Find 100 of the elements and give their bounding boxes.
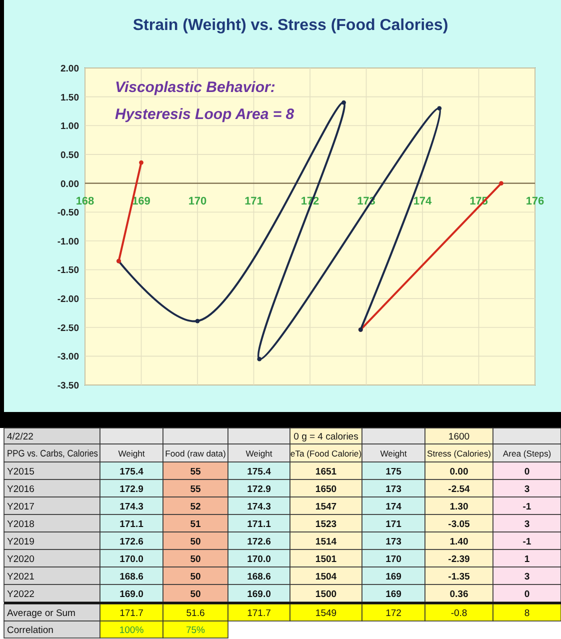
text: 169.0 [247,588,271,600]
x-tick-label: 170 [188,195,207,208]
text: Y2015 [7,466,34,478]
text: 1 [524,554,530,565]
text: 174.3 [120,501,144,512]
text: 171.1 [120,518,144,530]
text: 0 [524,588,530,600]
y-tick-label: -2.50 [57,322,79,334]
annotation: Viscoplastic Behavior: [115,79,276,96]
line-series [116,100,442,362]
text: 75% [186,625,206,636]
text: 172.6 [120,536,144,548]
text: -2.54 [448,484,471,495]
text: 3 [524,518,530,530]
text: 1549 [315,608,337,619]
point [437,106,442,111]
text: -1 [522,501,532,512]
x-tick-label: 176 [526,195,544,208]
text: Weight [118,448,146,458]
text: 170.0 [120,554,144,565]
text: 1547 [315,501,337,512]
point [342,100,346,105]
text: 175.4 [247,466,272,478]
text: 1.30 [450,501,468,512]
point [139,160,144,165]
text: 172.9 [120,484,144,495]
text: 0.00 [450,466,468,478]
text: -0.8 [450,608,468,619]
y-tick-label: -2.00 [57,294,79,306]
text: 50 [190,571,201,582]
text: PPG vs. Carbs, Calories [7,448,110,460]
text: Y2017 [7,501,34,512]
text: -3.05 [448,518,471,530]
text: 169 [386,571,402,582]
text: -2.39 [448,554,470,565]
text: 172.6 [247,536,271,548]
text: Y2021 [7,571,34,582]
text: 175 [386,466,402,478]
text: 169 [386,588,402,600]
y-tick-label: -1.50 [57,265,79,276]
text: 1500 [315,588,337,600]
text: 1523 [315,518,337,530]
text: Y2019 [7,536,34,548]
text: Y2020 [7,554,34,565]
text: 170.0 [247,554,271,565]
text: 55 [190,466,202,478]
text: 171.1 [247,518,272,530]
text: 173 [386,536,402,548]
chart-title: Strain (Weight) vs. Stress (Food Calories) [132,17,448,34]
text: 100% [119,625,144,636]
text: 172.9 [247,484,271,495]
x-tick-label: 174 [413,195,433,208]
text: Food (raw data) [165,448,226,458]
point [499,181,504,186]
text: 3 [524,571,530,582]
text: Stress (Calories) [427,448,492,458]
text: Y2018 [7,518,34,530]
text: 55 [190,484,202,495]
y-tick-label: 0.00 [60,178,79,190]
text: -1.35 [448,571,471,582]
point [195,318,200,324]
x-tick-label: 168 [76,195,94,208]
text: 50 [190,588,201,600]
y-tick-label: 1.00 [60,121,79,132]
text: 174.3 [247,501,271,512]
text: 1600 [448,432,470,442]
text: 0 [524,466,530,478]
y-tick-label: -1.00 [57,236,79,248]
text: 170 [386,554,402,565]
text: 173 [386,484,402,495]
text: 52 [190,501,201,512]
text: 1504 [315,571,338,582]
text: 174 [386,501,402,512]
text: 1650 [315,484,337,495]
text: 3 [524,484,530,495]
text: -1 [522,536,532,548]
y-tick-label: -3.50 [57,380,79,392]
text: 171 [386,518,402,530]
text: 0 g = 4 calories [294,432,359,442]
text: 171.7 [120,608,144,619]
text: 1514 [315,536,338,548]
text: 172 [386,608,402,619]
annotation: Hysteresis Loop Area = 8 [115,106,295,123]
point [257,356,262,362]
text: 175.4 [120,466,144,478]
text: 51 [190,518,202,530]
text: 8 [524,608,530,619]
text: 1.40 [450,536,468,548]
text: 168.6 [120,571,144,582]
y-tick-label: -3.00 [57,352,79,363]
text: 4/2/22 [7,432,34,442]
y-tick-label: -0.50 [57,208,79,219]
y-tick-label: 0.50 [60,150,79,161]
text: 50 [190,554,201,565]
text: 171.7 [247,608,271,619]
text: Average or Sum [7,608,76,619]
text: 0.36 [450,588,468,600]
text: Y2016 [7,484,34,495]
text: 1651 [315,466,338,478]
y-tick-label: 1.50 [60,92,79,104]
